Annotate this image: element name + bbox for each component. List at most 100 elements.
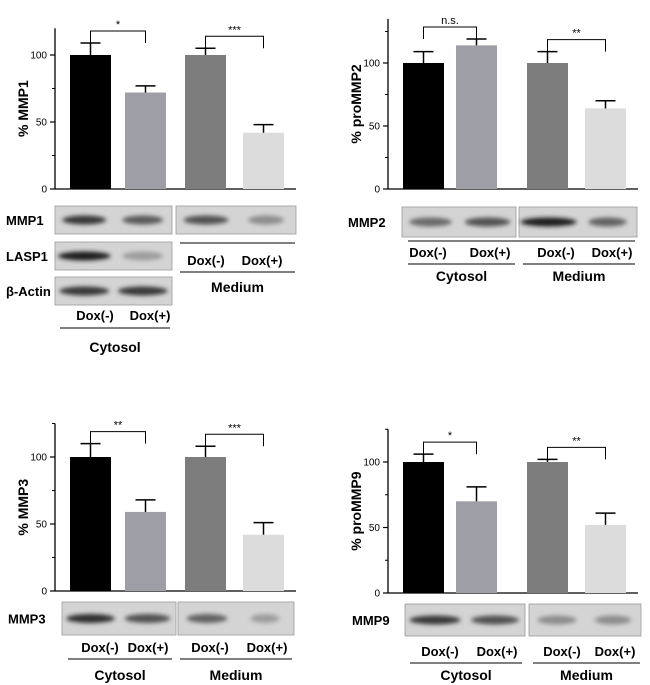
group-label-cytosol: Cytosol <box>94 667 145 683</box>
blot-band <box>537 615 577 625</box>
blot-label: β-Actin <box>6 284 51 299</box>
lane-label-3: Dox(-) <box>191 640 229 655</box>
lane-label-4: Dox(+) <box>242 253 283 268</box>
significance-label-2: ** <box>572 435 581 447</box>
bar-1 <box>403 63 444 189</box>
group-label-medium: Medium <box>560 667 613 683</box>
blot-label: MMP2 <box>348 215 386 230</box>
y-tick-label: 0 <box>41 185 47 196</box>
blot-band <box>409 217 452 227</box>
y-tick-label: 50 <box>36 118 48 129</box>
group-label-cytosol: Cytosol <box>440 667 491 683</box>
blot-band <box>471 615 519 625</box>
blot-band <box>464 217 511 227</box>
blot-band <box>520 217 577 227</box>
y-tick-label: 0 <box>374 185 380 196</box>
y-tick-label: 50 <box>369 122 381 133</box>
blot-band <box>250 614 280 623</box>
lane-label-2: Dox(+) <box>470 245 511 260</box>
bar-1 <box>70 55 111 189</box>
bar-4 <box>585 524 626 593</box>
blot-label: MMP9 <box>352 613 390 628</box>
bar-2 <box>125 92 166 189</box>
blot-band <box>117 286 168 296</box>
group-label-cytosol: Cytosol <box>89 339 140 355</box>
blot-band <box>122 251 164 261</box>
y-tick-label: 0 <box>41 587 47 598</box>
y-tick-label: 100 <box>30 453 47 464</box>
lane-label-2: Dox(+) <box>128 640 169 655</box>
significance-bracket-1 <box>90 431 146 444</box>
blot-band <box>62 215 107 225</box>
blot-band <box>183 215 229 225</box>
significance-bracket-2 <box>547 39 606 52</box>
bar-4 <box>243 534 284 591</box>
significance-bracket-2 <box>205 433 264 447</box>
blot-label: MMP3 <box>8 612 46 627</box>
y-tick-label: 100 <box>363 59 380 70</box>
y-axis-label: % proMMP9 <box>348 471 364 551</box>
lane-label-2: Dox(+) <box>130 308 171 323</box>
lane-label-2: Dox(+) <box>477 644 518 659</box>
lane-label-4: Dox(+) <box>595 644 636 659</box>
group-label-medium: Medium <box>210 667 263 683</box>
blot-band <box>57 251 111 261</box>
blot-band <box>122 215 164 225</box>
bar-4 <box>585 108 626 189</box>
blot-band <box>59 286 110 296</box>
significance-bracket-1 <box>90 30 146 43</box>
y-axis-label: % proMMP2 <box>348 64 364 144</box>
lane-label-1: Dox(-) <box>409 245 447 260</box>
bar-3 <box>185 457 226 591</box>
lane-label-1: Dox(-) <box>76 308 114 323</box>
group-label-medium: Medium <box>553 268 606 284</box>
bar-3 <box>185 55 226 189</box>
blot-label: LASP1 <box>6 249 48 264</box>
significance-label-2: *** <box>228 422 242 434</box>
significance-bracket-2 <box>547 446 606 460</box>
significance-label-1: n.s. <box>441 15 459 27</box>
bar-2 <box>456 501 497 593</box>
significance-label-1: * <box>448 430 453 442</box>
lane-label-3: Dox(-) <box>187 253 225 268</box>
y-tick-label: 100 <box>30 51 47 62</box>
significance-label-1: * <box>116 19 121 31</box>
significance-bracket-1 <box>423 441 477 455</box>
y-axis-label: % MMP1 <box>15 80 31 137</box>
y-tick-label: 50 <box>36 520 48 531</box>
y-tick-label: 0 <box>374 589 380 600</box>
bar-2 <box>125 511 166 591</box>
significance-bracket-2 <box>205 35 264 49</box>
lane-label-4: Dox(+) <box>592 245 633 260</box>
blot-band <box>124 614 171 623</box>
bar-2 <box>456 45 497 189</box>
blot-band <box>186 614 228 623</box>
lane-label-3: Dox(-) <box>543 644 581 659</box>
blot-band <box>248 215 284 225</box>
y-tick-label: 50 <box>369 523 381 534</box>
lane-label-4: Dox(+) <box>247 640 288 655</box>
blot-band <box>594 615 632 625</box>
bar-3 <box>527 462 568 593</box>
significance-label-2: *** <box>228 24 242 36</box>
significance-label-2: ** <box>572 28 581 40</box>
blot-label: MMP1 <box>6 213 44 228</box>
lane-label-1: Dox(-) <box>81 640 119 655</box>
blot-band <box>66 614 115 623</box>
group-label-cytosol: Cytosol <box>436 268 487 284</box>
bar-1 <box>403 462 444 593</box>
bar-1 <box>70 457 111 591</box>
chart-panel-mmp2: 0 50 100% proMMP2 n.s. ** MMP2 Dox(-) Dox(+) Dox… <box>348 15 638 284</box>
blot-band <box>588 217 627 227</box>
bar-4 <box>243 132 284 189</box>
y-axis-label: % MMP3 <box>15 479 31 536</box>
significance-bracket-1 <box>423 26 477 40</box>
bar-3 <box>527 63 568 189</box>
significance-label-1: ** <box>114 420 123 432</box>
blot-band <box>409 615 461 625</box>
group-label-medium: Medium <box>211 279 264 295</box>
